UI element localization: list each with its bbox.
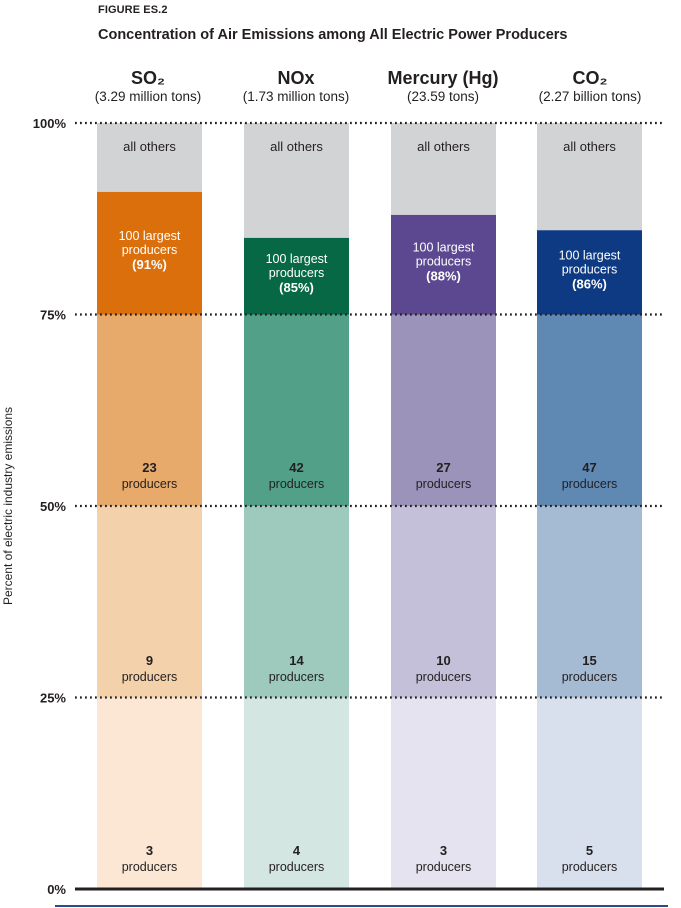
bar-segment-co2-0-25 [537,697,642,889]
bar-segment-hg-0-25 [391,697,496,889]
label-count-so2-seg0: 3 [146,843,153,858]
col-name-so2: SO₂ [130,68,165,88]
bar-segment-nox-50-75 [244,314,349,506]
y-tick-75: 75% [40,308,66,323]
figure-title: Concentration of Air Emissions among All… [98,27,568,43]
bar-segment-co2-top100 [537,230,642,315]
bar-segment-hg-25-50 [391,506,496,698]
label-producers-so2-seg2: producers [122,477,178,491]
bar-segment-co2-50-75 [537,314,642,506]
label-count-hg-seg2: 27 [436,460,450,475]
label-all-others-hg: all others [417,139,470,154]
label-producers-hg-seg0: producers [416,860,472,874]
label-top100-pct-co2: (86%) [572,276,607,291]
bar-segment-co2-all-others [537,123,642,231]
label-top100-line2-so2: producers [122,243,178,257]
label-count-nox-seg0: 4 [293,843,301,858]
col-header-so2: SO₂ (3.29 million tons) [68,68,228,105]
label-top100-pct-nox: (85%) [279,280,314,295]
bar-segment-so2-25-50 [97,506,202,698]
label-producers-hg-seg1: producers [416,670,472,684]
label-producers-so2-seg1: producers [122,670,178,684]
bar-segment-nox-25-50 [244,506,349,698]
bar-segment-nox-0-25 [244,697,349,889]
label-count-co2-seg0: 5 [586,843,593,858]
label-producers-so2-seg0: producers [122,860,178,874]
label-count-co2-seg2: 47 [582,460,596,475]
col-total-nox: (1.73 million tons) [242,89,350,104]
label-top100-line2-co2: producers [562,262,618,276]
col-name-hg: Mercury (Hg) [387,68,499,88]
bar-segment-hg-top100 [391,214,496,315]
label-all-others-nox: all others [270,139,323,154]
label-top100-line1-nox: 100 largest [266,252,328,266]
bar-segment-so2-50-75 [97,314,202,506]
col-total-hg: (23.59 tons) [406,89,480,104]
label-producers-nox-seg2: producers [269,477,325,491]
label-top100-pct-hg: (88%) [426,269,461,284]
label-count-so2-seg1: 9 [146,653,153,668]
bar-segment-so2-all-others [97,123,202,192]
y-tick-25: 25% [40,691,66,706]
y-tick-50: 50% [40,499,66,514]
col-header-nox: NOx (1.73 million tons) [216,68,376,105]
label-count-so2-seg2: 23 [142,460,156,475]
label-all-others-so2: all others [123,139,176,154]
bar-segment-so2-0-25 [97,697,202,889]
label-count-nox-seg2: 42 [289,460,303,475]
bar-segment-co2-25-50 [537,506,642,698]
col-name-co2: CO₂ [572,68,608,88]
bar-segment-hg-all-others [391,123,496,215]
label-top100-line2-hg: producers [416,255,472,269]
bar-segment-nox-all-others [244,123,349,238]
col-name-nox: NOx [277,68,315,88]
label-producers-nox-seg0: producers [269,860,325,874]
col-total-co2: (2.27 billion tons) [538,89,642,104]
label-top100-pct-so2: (91%) [132,257,167,272]
label-top100-line1-so2: 100 largest [119,229,181,243]
y-tick-100: 100% [33,116,67,131]
label-producers-co2-seg0: producers [562,860,618,874]
y-tick-0: 0% [47,882,66,897]
figure-label: FIGURE ES.2 [98,4,168,16]
label-count-nox-seg1: 14 [289,653,304,668]
label-count-hg-seg0: 3 [440,843,447,858]
col-total-so2: (3.29 million tons) [94,89,202,104]
bar-segment-nox-top100 [244,237,349,315]
col-header-hg: Mercury (Hg) (23.59 tons) [363,68,523,105]
col-header-co2: CO₂ (2.27 billion tons) [510,68,670,105]
label-top100-line1-co2: 100 largest [559,248,621,262]
label-count-hg-seg1: 10 [436,653,450,668]
label-all-others-co2: all others [563,139,616,154]
label-producers-co2-seg2: producers [562,477,618,491]
label-producers-hg-seg2: producers [416,477,472,491]
label-top100-line1-hg: 100 largest [413,241,475,255]
label-top100-line2-nox: producers [269,266,325,280]
bar-segment-so2-top100 [97,191,202,315]
label-producers-nox-seg1: producers [269,670,325,684]
bar-segment-hg-50-75 [391,314,496,506]
bottom-rule [55,905,668,907]
label-producers-co2-seg1: producers [562,670,618,684]
label-count-co2-seg1: 15 [582,653,596,668]
